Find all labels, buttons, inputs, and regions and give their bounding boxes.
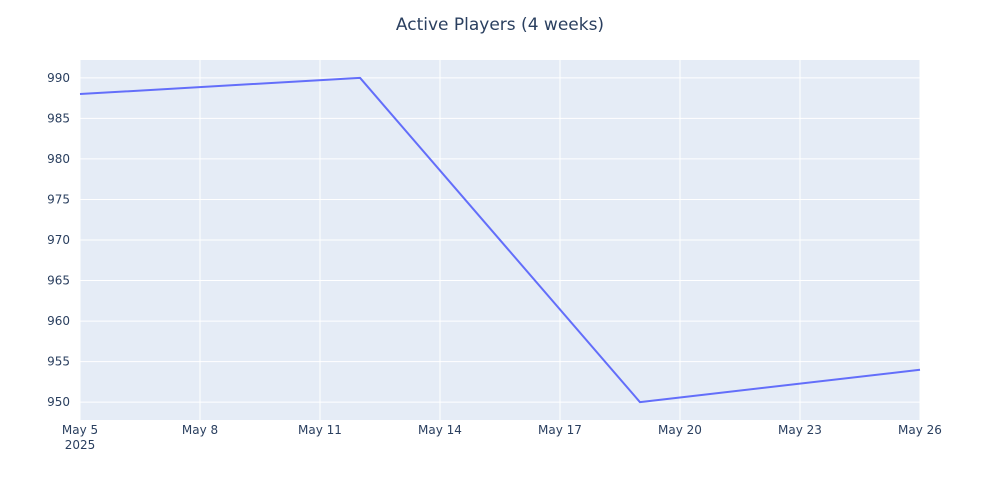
y-tick-label: 965 xyxy=(47,274,70,288)
y-tick-label: 970 xyxy=(47,233,70,247)
y-axis: 950 955 960 965 970 975 980 985 990 xyxy=(47,71,70,409)
y-tick-label: 990 xyxy=(47,71,70,85)
x-tick-label: May 8 xyxy=(182,423,218,437)
y-tick-label: 960 xyxy=(47,314,70,328)
y-tick-label: 955 xyxy=(47,355,70,369)
x-tick-label: May 26 xyxy=(898,423,942,437)
x-tick-label: May 14 xyxy=(418,423,462,437)
y-tick-label: 950 xyxy=(47,395,70,409)
x-tick-year-label: 2025 xyxy=(65,438,96,452)
y-tick-label: 985 xyxy=(47,111,70,125)
y-tick-label: 975 xyxy=(47,192,70,206)
x-tick-label: May 11 xyxy=(298,423,342,437)
series-layer xyxy=(79,76,921,404)
x-tick-label: May 20 xyxy=(658,423,702,437)
chart-title: Active Players (4 weeks) xyxy=(396,15,604,35)
y-grid xyxy=(80,77,920,403)
x-tick-label: May 17 xyxy=(538,423,582,437)
y-tick-label: 980 xyxy=(47,152,70,166)
series-line xyxy=(79,76,921,404)
x-tick-label: May 5 xyxy=(62,423,98,437)
x-tick-label: May 23 xyxy=(778,423,822,437)
